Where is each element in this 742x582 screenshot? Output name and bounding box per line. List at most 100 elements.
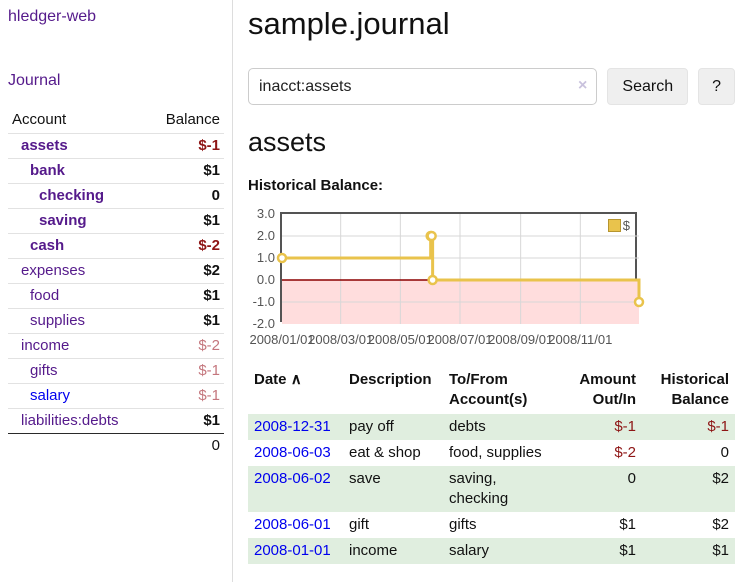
legend-label: $: [622, 218, 630, 233]
accounts-table-header: Account Balance: [8, 108, 224, 133]
account-balance: $-1: [198, 137, 220, 154]
sidebar-item-journal[interactable]: Journal: [8, 72, 61, 89]
account-balance: $1: [203, 212, 220, 229]
header-amount: Amount Out/In: [579, 371, 636, 408]
transaction-description: save: [349, 470, 381, 487]
transaction-historical-balance: $2: [712, 516, 729, 533]
account-link-bank[interactable]: bank: [30, 162, 66, 179]
transaction-accounts: salary: [449, 542, 490, 559]
accounts-table-body: assets $-1 bank $1 checking 0 saving $1 cash $-2 e…: [8, 133, 224, 433]
transaction-row: 2008-06-01 gift gifts $1 $2: [248, 512, 735, 538]
sidebar: hledger-web Journal Account Balance asse…: [0, 0, 233, 582]
account-balance: $2: [203, 262, 220, 279]
transaction-amount: $-1: [614, 418, 636, 435]
account-balance: $-1: [198, 387, 220, 404]
account-balance: $-2: [198, 237, 220, 254]
search-input[interactable]: [248, 68, 598, 105]
clear-search-icon[interactable]: ×: [578, 77, 588, 94]
transaction-date: 2008-01-01: [248, 538, 343, 564]
account-balance: $1: [203, 412, 220, 429]
header-description: Description: [349, 371, 432, 388]
account-link-cash[interactable]: cash: [30, 237, 65, 254]
account-link-gifts[interactable]: gifts: [30, 362, 58, 379]
account-row: salary $-1: [8, 383, 224, 408]
legend-swatch: [607, 219, 621, 232]
transaction-date: 2008-12-31: [248, 414, 343, 440]
account-link-income[interactable]: income: [21, 337, 70, 354]
x-axis-tick-label: 2008/01/01: [249, 332, 315, 347]
y-axis-tick-label: 0.0: [256, 272, 275, 287]
transaction-historical-balance: $-1: [707, 418, 729, 435]
header-historical-balance: Historical Balance: [660, 371, 729, 408]
account-link-assets[interactable]: assets: [21, 137, 68, 154]
transaction-historical-balance: $1: [712, 542, 729, 559]
transaction-amount: $1: [619, 516, 636, 533]
account-balance: $-2: [198, 337, 220, 354]
transaction-accounts: food, supplies: [449, 444, 542, 461]
search-form: × Search ?: [248, 68, 735, 105]
accounts-header-account: Account: [12, 111, 67, 128]
account-link-salary[interactable]: salary: [30, 387, 71, 404]
historical-balance-chart: $ 3.0 2.0 1.0 0.0 -1.0 -2.0 2008/01/01 2008/03/…: [248, 206, 735, 350]
transaction-row: 2008-01-01 income salary $1 $1: [248, 538, 735, 564]
transaction-date: 2008-06-03: [248, 440, 343, 466]
accounts-table: Account Balance assets $-1 bank $1 checking 0…: [8, 108, 224, 458]
transaction-date-link[interactable]: 2008-01-01: [254, 542, 331, 559]
transaction-date-link[interactable]: 2008-12-31: [254, 418, 331, 435]
account-row: expenses $2: [8, 258, 224, 283]
transaction-amount: 0: [627, 470, 636, 487]
sort-asc-icon: ∧: [290, 371, 302, 388]
chart-title: Historical Balance:: [248, 177, 384, 194]
help-button[interactable]: ?: [698, 68, 735, 105]
account-row: gifts $-1: [8, 358, 224, 383]
account-row: liabilities:debts $1: [8, 408, 224, 433]
transaction-historical-balance: $2: [712, 470, 729, 487]
y-axis-tick-label: -2.0: [252, 316, 275, 331]
account-balance: $1: [203, 287, 220, 304]
y-axis-tick-label: 3.0: [256, 206, 275, 221]
account-row: food $1: [8, 283, 224, 308]
search-button[interactable]: Search: [607, 68, 689, 105]
transaction-date-link[interactable]: 2008-06-03: [254, 444, 331, 461]
chart-legend: $: [607, 218, 630, 233]
account-link-liabilities-debts[interactable]: liabilities:debts: [21, 412, 119, 429]
transaction-date-link[interactable]: 2008-06-01: [254, 516, 331, 533]
transaction-row: 2008-06-02 save saving, checking 0 $2: [248, 466, 735, 512]
transaction-description: income: [349, 542, 398, 559]
x-axis-tick-label: 2008/07/01: [427, 332, 493, 347]
account-heading: assets: [248, 127, 327, 157]
transaction-description: gift: [349, 516, 370, 533]
account-link-checking[interactable]: checking: [39, 187, 105, 204]
transaction-historical-balance: 0: [720, 444, 729, 461]
accounts-total: 0: [8, 433, 224, 458]
account-row: assets $-1: [8, 133, 224, 158]
transaction-accounts: saving, checking: [449, 470, 509, 507]
account-row: bank $1: [8, 158, 224, 183]
transaction-date: 2008-06-01: [248, 512, 343, 538]
account-link-expenses[interactable]: expenses: [21, 262, 86, 279]
transaction-amount: $1: [619, 542, 636, 559]
account-link-food[interactable]: food: [30, 287, 60, 304]
account-row: checking 0: [8, 183, 224, 208]
account-row: saving $1: [8, 208, 224, 233]
y-axis-tick-label: -1.0: [252, 294, 275, 309]
header-tofrom-accounts: To/From Account(s): [449, 371, 528, 408]
y-axis-tick-label: 2.0: [256, 228, 275, 243]
transaction-description: eat & shop: [349, 444, 421, 461]
transaction-date-link[interactable]: 2008-06-02: [254, 470, 331, 487]
accounts-header-balance: Balance: [165, 111, 220, 128]
x-axis-tick-label: 2008/03/01: [308, 332, 374, 347]
header-date[interactable]: Date ∧: [254, 371, 302, 388]
transaction-row: 2008-06-03 eat & shop food, supplies $-2 0: [248, 440, 735, 466]
account-balance: $1: [203, 162, 220, 179]
app-title-link[interactable]: hledger-web: [8, 8, 97, 25]
transaction-accounts: gifts: [449, 516, 477, 533]
account-link-supplies[interactable]: supplies: [30, 312, 86, 329]
account-row: cash $-2: [8, 233, 224, 258]
account-link-saving[interactable]: saving: [39, 212, 87, 229]
page-title: sample.journal: [248, 6, 450, 41]
main-panel: sample.journal × Search ? assets Histori…: [248, 0, 735, 564]
account-row: income $-2: [8, 333, 224, 358]
account-balance: 0: [211, 187, 220, 204]
transactions-header-row: Date ∧ Description To/From Account(s) Am…: [248, 368, 735, 414]
